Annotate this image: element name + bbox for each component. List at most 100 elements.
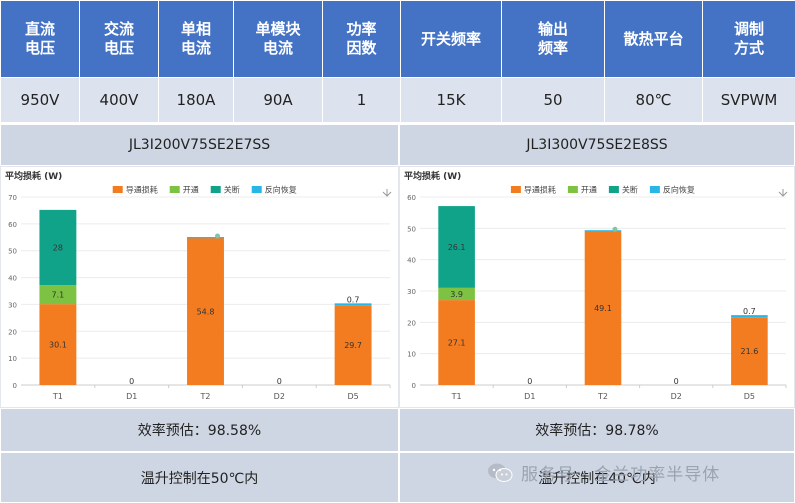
x-tick-label: T1 (451, 392, 462, 401)
zero-label: 0 (674, 377, 679, 386)
spec-table: 直流 电压 交流 电压 单相 电流 单模块 电流 功率 因数 开关频率 输出 频率 散热平台 调制 方式 95… (0, 0, 795, 123)
y-tick-label: 40 (8, 275, 17, 283)
y-tick-label: 60 (407, 194, 416, 202)
data-label: 3.9 (450, 290, 463, 299)
zero-label: 0 (277, 377, 282, 386)
spec-header-1: 交流 电压 (79, 0, 159, 78)
data-label: 21.6 (740, 347, 758, 356)
temperature-row: 温升控制在50℃内 温升控制在40℃内 (0, 452, 795, 503)
data-label: 28 (53, 243, 63, 252)
marker-dot (215, 233, 220, 239)
data-label: 49.1 (594, 304, 612, 313)
y-tick-label: 50 (407, 225, 416, 233)
efficiency-left: 效率预估：98.58% (0, 408, 399, 452)
x-tick-label: D2 (274, 392, 285, 401)
spec-value-3: 90A (233, 77, 323, 123)
bar-T1-2 (438, 206, 475, 288)
legend-swatch-3 (649, 186, 660, 193)
spec-value-1: 400V (79, 77, 159, 123)
x-tick-label: D5 (347, 392, 358, 401)
spec-value-7: 80℃ (604, 77, 703, 123)
spec-value-4: 1 (322, 77, 401, 123)
spec-value-0: 950V (0, 77, 80, 123)
bar-D5-0 (334, 305, 372, 385)
legend-label-0: 导通损耗 (524, 185, 556, 195)
bar-T2-0 (584, 231, 622, 385)
y-tick-label: 40 (407, 257, 416, 265)
legend-label-3: 反向恢复 (663, 185, 695, 195)
y-tick-label: 10 (8, 355, 17, 363)
download-icon[interactable] (778, 189, 788, 197)
spec-header-7: 散热平台 (604, 0, 703, 78)
spec-header-4: 功率 因数 (322, 0, 401, 78)
bar-T1-2 (39, 209, 77, 286)
spec-header-8: 调制 方式 (702, 0, 795, 78)
temperature-right: 温升控制在40℃内 (399, 452, 795, 503)
model-row: JL3I200V75SE2E7SS JL3I300V75SE2E8SS (0, 124, 795, 166)
x-tick-label: T2 (597, 392, 608, 401)
legend-label-1: 开通 (581, 185, 597, 195)
data-label: 7.1 (52, 291, 65, 300)
spec-header-row: 直流 电压 交流 电压 单相 电流 单模块 电流 功率 因数 开关频率 输出 频率 散热平台 调制 方式 (0, 0, 795, 78)
spec-header-0: 直流 电压 (0, 0, 80, 78)
spec-header-2: 单相 电流 (158, 0, 234, 78)
data-label: 30.1 (49, 341, 67, 350)
spec-value-5: 15K (400, 77, 502, 123)
legend-label-0: 导通损耗 (126, 185, 158, 195)
y-tick-label: 0 (412, 382, 416, 390)
x-tick-label: T2 (200, 392, 211, 401)
y-tick-label: 50 (8, 248, 17, 256)
bar-T2-3 (584, 230, 622, 232)
legend-swatch-2 (608, 186, 619, 193)
y-tick-label: 20 (407, 319, 416, 327)
bar-T1-1 (39, 285, 77, 305)
legend-label-2: 关断 (224, 185, 240, 195)
loss-chart-left: 平均损耗 (W) 导通损耗 开通 关断 反向恢复 0 10 20 30 40 50 60 70 T1 D1 T… (0, 166, 399, 408)
x-tick-label: T1 (52, 392, 63, 401)
download-icon[interactable] (382, 189, 392, 197)
bar-T1-0 (39, 304, 77, 385)
legend-swatch-0 (112, 186, 123, 193)
y-tick-label: 10 (407, 351, 416, 359)
y-tick-label: 30 (407, 288, 416, 296)
y-tick-label: 60 (8, 221, 17, 229)
spec-header-3: 单模块 电流 (233, 0, 323, 78)
x-tick-label: D5 (744, 392, 755, 401)
data-label: 0.7 (743, 307, 756, 316)
zero-label: 0 (527, 377, 532, 386)
y-tick-label: 20 (8, 328, 17, 336)
zero-label: 0 (129, 377, 134, 386)
spec-value-row: 950V 400V 180A 90A 1 15K 50 80℃ SVPWM (0, 77, 795, 123)
x-tick-label: D1 (524, 392, 535, 401)
data-label: 29.7 (344, 341, 362, 350)
legend-swatch-3 (251, 186, 262, 193)
y-tick-label: 0 (13, 382, 17, 390)
marker-dot (612, 226, 618, 232)
data-label: 0.7 (347, 295, 360, 304)
chart-title: 平均损耗 (W) (5, 170, 62, 182)
spec-header-5: 开关频率 (400, 0, 502, 78)
bar-D5-3 (731, 315, 768, 318)
y-tick-label: 30 (8, 301, 17, 309)
efficiency-row: 效率预估：98.58% 效率预估：98.78% (0, 408, 795, 452)
data-label: 27.1 (448, 339, 466, 348)
data-label: 54.8 (197, 307, 215, 316)
spec-value-8: SVPWM (702, 77, 795, 123)
loss-chart-right: 平均损耗 (W) 导通损耗 开通 关断 反向恢复 0 10 20 30 40 50 60 T1 D1 T2 D… (399, 166, 795, 408)
spec-value-2: 180A (158, 77, 234, 123)
bar-T1-0 (438, 300, 475, 385)
model-name-right: JL3I300V75SE2E8SS (399, 124, 795, 166)
legend-label-1: 开通 (183, 185, 199, 195)
legend-swatch-2 (210, 186, 221, 193)
spec-header-6: 输出 频率 (501, 0, 605, 78)
y-tick-label: 70 (8, 194, 17, 202)
bar-D5-0 (731, 317, 768, 385)
model-name-left: JL3I200V75SE2E7SS (0, 124, 399, 166)
spec-value-6: 50 (501, 77, 605, 123)
temperature-left: 温升控制在50℃内 (0, 452, 399, 503)
bar-T2-0 (187, 237, 224, 385)
efficiency-right: 效率预估：98.78% (399, 408, 795, 452)
legend-swatch-1 (567, 186, 578, 193)
bar-T1-1 (438, 287, 475, 301)
